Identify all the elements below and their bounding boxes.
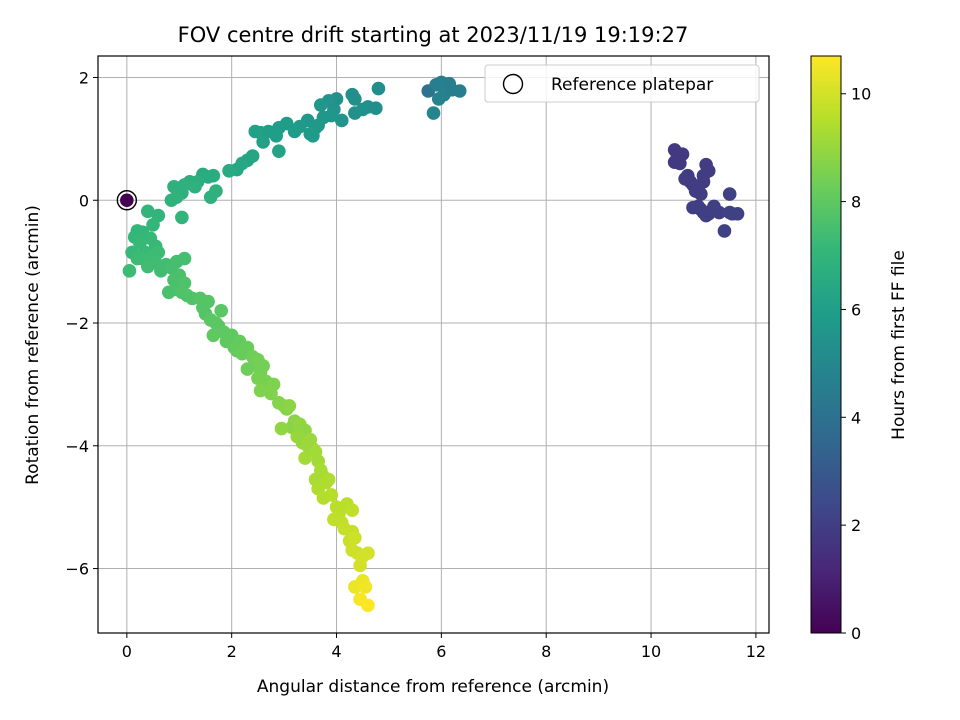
scatter-point bbox=[298, 451, 312, 465]
scatter-point bbox=[256, 135, 270, 149]
x-tick-label: 2 bbox=[227, 642, 237, 661]
scatter-point bbox=[206, 328, 221, 343]
x-tick-label: 12 bbox=[746, 642, 766, 661]
colorbar-tick-label: 0 bbox=[851, 624, 861, 643]
x-tick-label: 4 bbox=[331, 642, 341, 661]
legend: Reference platepar bbox=[484, 64, 760, 103]
scatter-point bbox=[303, 127, 318, 141]
legend-box bbox=[484, 64, 760, 103]
scatter-point bbox=[209, 184, 223, 198]
scatter-point bbox=[120, 193, 134, 208]
reference-marker bbox=[116, 190, 138, 211]
scatter-point bbox=[696, 175, 711, 189]
scatter-point bbox=[206, 168, 221, 183]
scatter-point bbox=[348, 106, 362, 120]
x-tick-label: 8 bbox=[541, 642, 551, 661]
scatter-point bbox=[353, 558, 367, 573]
x-axis-ticks: 0 2 4 6 8 10 12 bbox=[122, 633, 766, 661]
scatter-point bbox=[222, 163, 236, 178]
colorbar-label: Hours from first FF file bbox=[889, 250, 909, 440]
scatter-point bbox=[154, 264, 168, 278]
scatter-point bbox=[253, 383, 268, 398]
y-tick-label: −4 bbox=[65, 437, 89, 456]
scatter-point bbox=[358, 580, 373, 594]
scatter-point bbox=[371, 81, 386, 96]
colorbar-tick-label: 8 bbox=[851, 193, 861, 212]
scatter-point bbox=[167, 179, 181, 194]
scatter-point bbox=[442, 76, 457, 91]
scatter-point bbox=[141, 204, 155, 219]
scatter-point bbox=[426, 106, 441, 120]
scatter-point bbox=[248, 124, 263, 139]
scatter-point bbox=[678, 171, 692, 186]
scatter-point bbox=[452, 84, 467, 98]
reference-platepar-marker bbox=[116, 190, 138, 211]
y-tick-label: −2 bbox=[65, 314, 89, 333]
scatter-point bbox=[717, 224, 732, 238]
colorbar-ticks: 0 2 4 6 8 10 bbox=[841, 85, 871, 643]
scatter-point bbox=[256, 359, 270, 373]
y-tick-label: −6 bbox=[65, 560, 89, 579]
legend-label: Reference platepar bbox=[551, 75, 713, 95]
scatter-point bbox=[431, 92, 446, 106]
scatter-point bbox=[146, 218, 160, 232]
scatter-point bbox=[188, 179, 202, 194]
scatter-point bbox=[313, 98, 328, 112]
y-axis-label: Rotation from reference (arcmin) bbox=[23, 205, 43, 485]
scatter-point bbox=[694, 187, 708, 201]
colorbar-tick-label: 6 bbox=[851, 300, 861, 319]
x-axis-label: Angular distance from reference (arcmin) bbox=[257, 677, 609, 697]
colorbar-tick-label: 2 bbox=[851, 516, 861, 535]
scatter-point bbox=[701, 163, 716, 178]
scatter-point bbox=[177, 251, 192, 266]
x-tick-label: 6 bbox=[436, 642, 446, 661]
scatter-point bbox=[334, 113, 349, 128]
x-tick-label: 0 bbox=[122, 642, 132, 661]
scatter-point bbox=[348, 531, 362, 545]
scatter-point bbox=[361, 598, 375, 613]
y-axis-ticks: −6 −4 −2 0 2 bbox=[65, 68, 98, 579]
plot-frame bbox=[97, 55, 770, 634]
scatter-point bbox=[264, 386, 278, 401]
scatter-point bbox=[122, 264, 137, 278]
scatter-point bbox=[164, 193, 179, 208]
scatter-point bbox=[214, 303, 228, 318]
scatter-point bbox=[177, 276, 192, 290]
scatter-point bbox=[730, 206, 745, 221]
scatter-point bbox=[274, 421, 289, 436]
legend-marker-icon bbox=[502, 73, 524, 95]
colorbar-tick-label: 10 bbox=[851, 85, 871, 104]
scatter-point bbox=[316, 491, 331, 505]
colorbar bbox=[810, 55, 842, 634]
scatter-point bbox=[712, 205, 726, 220]
chart-title: FOV centre drift starting at 2023/11/19 … bbox=[178, 23, 689, 47]
grid bbox=[98, 56, 769, 633]
colorbar-tick-label: 4 bbox=[851, 408, 861, 427]
scatter-point bbox=[272, 144, 286, 158]
scatter-point bbox=[667, 155, 682, 169]
scatter-point bbox=[722, 187, 737, 201]
scatter-point bbox=[151, 245, 166, 260]
scatter-point bbox=[175, 210, 189, 225]
scatter-point bbox=[348, 92, 362, 106]
scatter-point bbox=[361, 546, 375, 561]
data-points bbox=[120, 75, 745, 613]
scatter-point bbox=[321, 472, 336, 487]
scatter-point bbox=[201, 294, 215, 309]
scatter-point bbox=[282, 399, 297, 413]
x-tick-label: 10 bbox=[641, 642, 661, 661]
y-tick-label: 2 bbox=[79, 68, 89, 87]
y-tick-label: 0 bbox=[79, 191, 89, 210]
scatter-point bbox=[345, 503, 360, 518]
